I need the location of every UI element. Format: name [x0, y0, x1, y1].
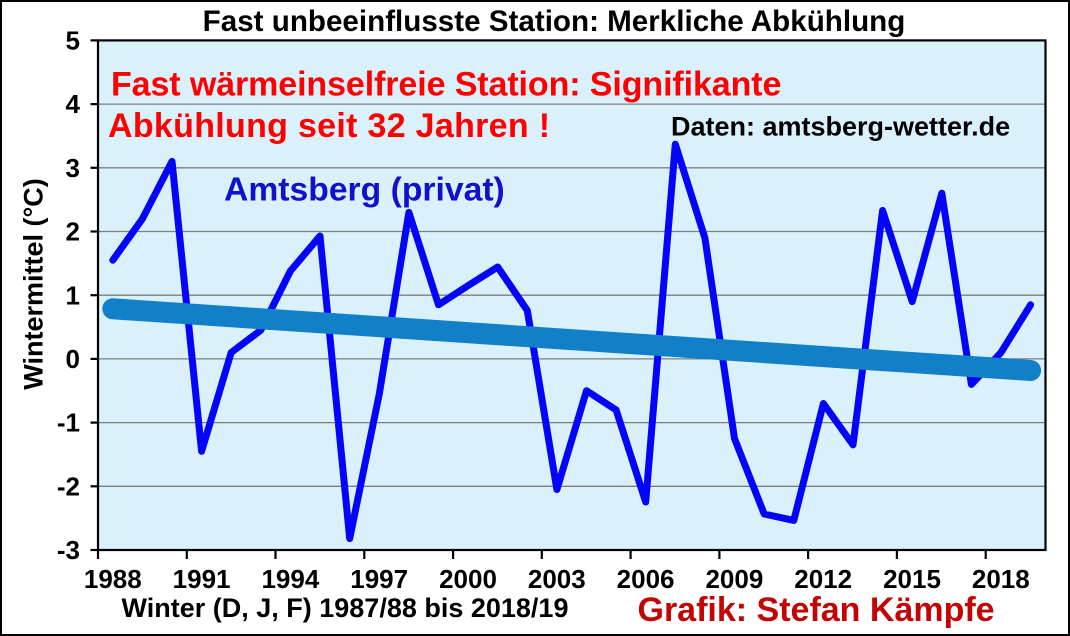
svg-text:0: 0 — [66, 344, 80, 374]
svg-text:1: 1 — [66, 280, 80, 310]
svg-text:Fast wärmeinselfreie Station:: Fast wärmeinselfreie Station: Signifikan… — [111, 66, 781, 104]
svg-text:-1: -1 — [57, 408, 80, 438]
svg-text:2015: 2015 — [883, 564, 941, 594]
svg-text:1991: 1991 — [173, 564, 231, 594]
svg-text:Winter (D, J, F) 1987/88 bis 2: Winter (D, J, F) 1987/88 bis 2018/19 — [122, 593, 569, 623]
svg-text:1997: 1997 — [350, 564, 408, 594]
svg-text:2006: 2006 — [617, 564, 675, 594]
svg-text:2012: 2012 — [794, 564, 852, 594]
svg-text:4: 4 — [66, 89, 81, 119]
svg-text:1994: 1994 — [261, 564, 319, 594]
svg-text:2018: 2018 — [972, 564, 1030, 594]
svg-text:2000: 2000 — [439, 564, 497, 594]
svg-text:2003: 2003 — [528, 564, 586, 594]
svg-text:5: 5 — [66, 26, 80, 56]
svg-text:1988: 1988 — [84, 564, 142, 594]
svg-text:Grafik: Stefan Kämpfe: Grafik: Stefan Kämpfe — [638, 591, 995, 629]
svg-text:Wintermittel (°C): Wintermittel (°C) — [19, 178, 49, 390]
svg-text:3: 3 — [66, 153, 80, 183]
svg-text:Daten: amtsberg-wetter.de: Daten: amtsberg-wetter.de — [671, 112, 1010, 142]
svg-text:-3: -3 — [57, 535, 80, 565]
svg-text:Abkühlung seit 32 Jahren !: Abkühlung seit 32 Jahren ! — [108, 107, 550, 145]
svg-text:-2: -2 — [57, 471, 80, 501]
svg-text:Fast unbeeinflusste Station: M: Fast unbeeinflusste Station: Merkliche A… — [203, 5, 906, 38]
svg-text:2: 2 — [66, 217, 80, 247]
svg-text:2009: 2009 — [705, 564, 763, 594]
svg-text:Amtsberg (privat): Amtsberg (privat) — [224, 171, 505, 209]
